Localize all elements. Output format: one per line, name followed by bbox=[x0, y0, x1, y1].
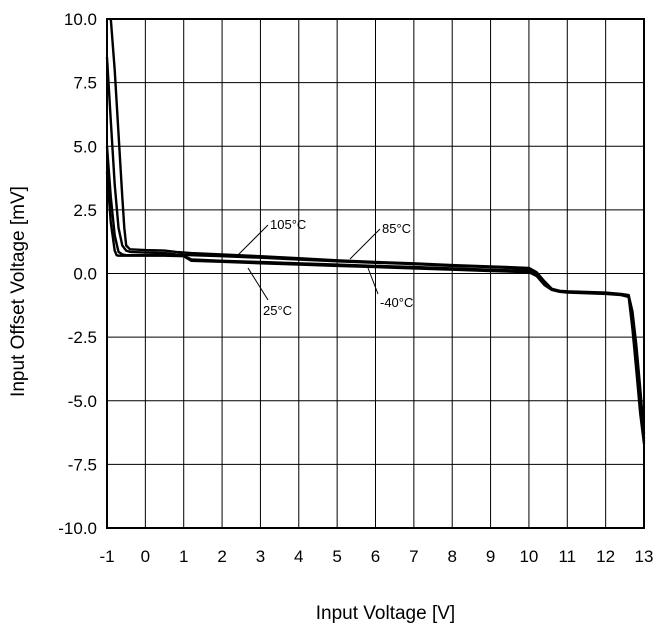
series-line-4 bbox=[105, 171, 646, 445]
y-tick-label: 7.5 bbox=[73, 74, 97, 93]
plot-frame bbox=[106, 18, 645, 529]
annotation-leader-line bbox=[247, 267, 269, 301]
x-tick-label: 13 bbox=[635, 547, 654, 566]
x-tick-label: 4 bbox=[294, 547, 303, 566]
y-tick-label: 5.0 bbox=[73, 137, 97, 156]
x-tick-label: 5 bbox=[332, 547, 341, 566]
y-tick-label: -10.0 bbox=[58, 519, 97, 538]
annotations: 105°C 85°C 25°C -40°C bbox=[237, 217, 413, 318]
annotation-label: 25°C bbox=[263, 303, 292, 318]
annotation-leader-line bbox=[367, 267, 379, 295]
x-tick-label: 3 bbox=[256, 547, 265, 566]
annotation-label: 105°C bbox=[270, 217, 306, 232]
y-tick-label: -2.5 bbox=[68, 328, 97, 347]
y-tick-label: 10.0 bbox=[64, 10, 97, 29]
y-tick-label: -5.0 bbox=[68, 392, 97, 411]
x-tick-label: 1 bbox=[179, 547, 188, 566]
y-axis-label: Input Offset Voltage [mV] bbox=[8, 186, 29, 397]
annotation-label: -40°C bbox=[380, 295, 413, 310]
x-tick-label: 10 bbox=[519, 547, 538, 566]
annotation-label: 85°C bbox=[382, 221, 411, 236]
series-lines bbox=[105, 18, 646, 445]
annotation-leader-line bbox=[237, 224, 269, 256]
x-tick-label: 0 bbox=[141, 547, 150, 566]
x-tick-label: 11 bbox=[558, 547, 576, 566]
y-tick-label: -7.5 bbox=[68, 455, 97, 474]
series-line-1 bbox=[109, 18, 646, 434]
x-tick-label: 6 bbox=[371, 547, 380, 566]
x-tick-label: 8 bbox=[447, 547, 456, 566]
x-tick-label: 2 bbox=[217, 547, 226, 566]
x-axis-label: Input Voltage [V] bbox=[316, 603, 455, 624]
y-tick-label: 0.0 bbox=[73, 265, 97, 284]
y-tick-labels: 10.0 7.5 5.0 2.5 0.0 -2.5 -5.0 -7.5 -10.0 bbox=[58, 10, 97, 538]
y-tick-label: 2.5 bbox=[73, 201, 97, 220]
x-tick-label: 12 bbox=[596, 547, 615, 566]
x-tick-labels: -1 0 1 2 3 4 5 6 7 8 9 10 11 12 13 bbox=[99, 547, 653, 566]
x-tick-label: -1 bbox=[99, 547, 114, 566]
x-tick-label: 7 bbox=[409, 547, 418, 566]
grid bbox=[106, 18, 645, 529]
annotation-leader-line bbox=[349, 228, 381, 260]
x-tick-label: 9 bbox=[486, 547, 495, 566]
